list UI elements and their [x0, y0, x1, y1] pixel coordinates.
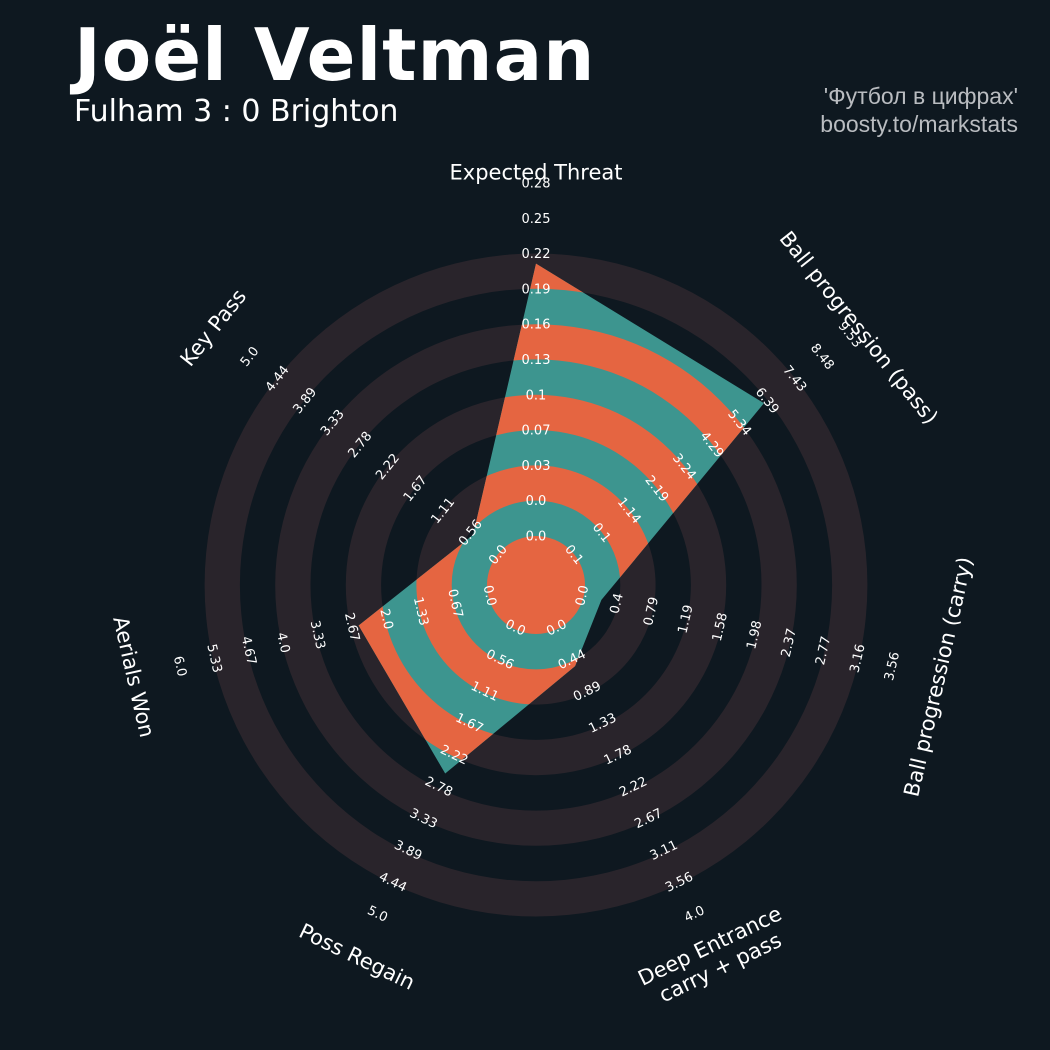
tick-label: 2.67	[341, 611, 362, 643]
match-subtitle: Fulham 3 : 0 Brighton	[74, 94, 399, 129]
axis-label: Ball progression (carry)	[899, 555, 977, 799]
credit-url: boosty.to/markstats	[820, 111, 1018, 137]
tick-label: 0.0	[526, 494, 547, 509]
tick-label: 1.98	[744, 619, 765, 651]
tick-label: 0.22	[522, 247, 551, 262]
tick-label: 3.33	[307, 619, 328, 651]
tick-label: 1.33	[410, 596, 431, 628]
tick-label: 0.79	[641, 596, 662, 628]
tick-label: 4.0	[273, 631, 292, 655]
tick-label: 0.13	[522, 353, 551, 368]
tick-label: 3.56	[882, 651, 903, 683]
tick-label: 2.0	[376, 607, 395, 631]
tick-label: 5.33	[203, 643, 224, 675]
tick-label: 0.1	[526, 388, 547, 403]
tick-label: 0.67	[444, 588, 465, 620]
tick-label: 0.0	[573, 584, 592, 608]
tick-label: 0.19	[522, 282, 551, 297]
tick-label: 1.58	[710, 611, 731, 643]
tick-label: 0.03	[522, 459, 551, 474]
axis-label: Aerials Won	[108, 614, 159, 740]
axis-label: Expected Threat	[450, 160, 623, 184]
tick-label: 2.77	[813, 635, 834, 667]
tick-label: 0.07	[522, 424, 551, 439]
tick-label: 0.0	[526, 530, 547, 545]
tick-label: 4.0	[682, 903, 707, 925]
tick-label: 0.0	[480, 584, 499, 608]
tick-label: 1.19	[676, 603, 697, 635]
tick-label: 0.4	[608, 592, 627, 616]
tick-label: 0.16	[522, 318, 551, 333]
tick-label: 5.0	[365, 903, 390, 925]
polygon-center	[487, 536, 585, 634]
tick-label: 0.25	[522, 212, 551, 227]
tick-label: 0.28	[522, 177, 551, 192]
tick-label: 6.0	[170, 655, 189, 679]
axis-label: Deep Entrancecarry + pass	[634, 901, 795, 1012]
credit-block: 'Футбол в цифрах' boosty.to/markstats	[820, 82, 1018, 138]
tick-label: 2.37	[779, 627, 800, 659]
credit-source: 'Футбол в цифрах'	[823, 83, 1018, 109]
axis-label: Poss Regain	[295, 919, 418, 995]
tick-label: 5.0	[238, 344, 263, 370]
player-name-title: Joël Veltman	[74, 13, 596, 97]
tick-label: 3.16	[848, 643, 869, 675]
tick-label: 8.48	[807, 341, 837, 373]
tick-label: 4.67	[238, 635, 259, 667]
